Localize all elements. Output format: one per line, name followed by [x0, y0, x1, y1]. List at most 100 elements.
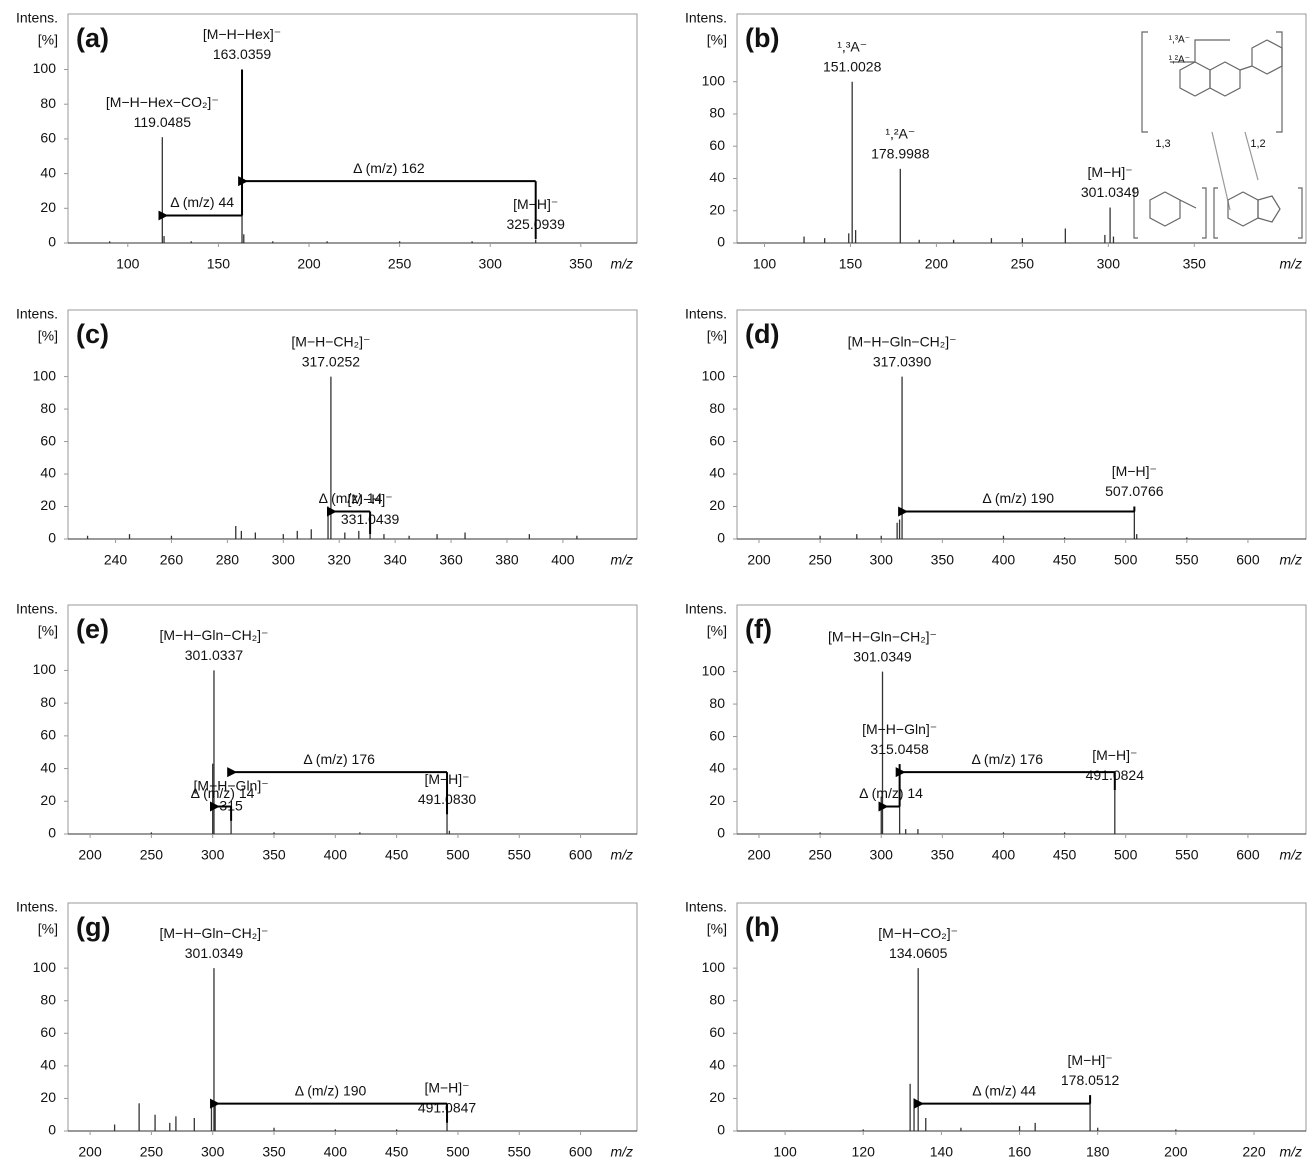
- x-axis-label: m/z: [610, 256, 633, 272]
- y-tick-label: 0: [48, 1122, 56, 1138]
- x-tick-label: 400: [992, 847, 1016, 863]
- loss-label: Δ (m/z) 162: [353, 160, 425, 176]
- x-tick-label: 450: [1053, 847, 1077, 863]
- y-axis-label: Intens.: [16, 306, 58, 322]
- x-tick-label: 250: [1011, 256, 1035, 272]
- panel-title: (h): [745, 912, 779, 942]
- x-tick-label: 260: [160, 552, 184, 568]
- x-tick-label: 350: [569, 256, 593, 272]
- x-tick-label: 450: [385, 847, 409, 863]
- x-tick-label: 200: [78, 1144, 102, 1160]
- y-tick-label: 60: [40, 130, 56, 146]
- inset-label: 1,2: [1250, 138, 1265, 150]
- x-tick-label: 550: [508, 847, 532, 863]
- y-tick-label: 40: [709, 465, 725, 481]
- y-tick-label: 0: [48, 234, 56, 250]
- x-tick-label: 360: [439, 552, 463, 568]
- y-axis-label: Intens.: [16, 899, 58, 915]
- loss-label: Δ (m/z) 44: [170, 194, 234, 210]
- x-axis-label: m/z: [610, 1144, 633, 1160]
- ion-label: [M−H]⁻: [1112, 463, 1157, 479]
- loss-label: Δ (m/z) 176: [971, 751, 1043, 767]
- y-axis-label: [%]: [38, 921, 58, 937]
- x-tick-label: 500: [1114, 552, 1138, 568]
- y-tick-label: 20: [709, 201, 725, 217]
- panel-title: (c): [76, 319, 109, 349]
- x-tick-label: 150: [839, 256, 863, 272]
- ion-label: [M−H−Gln−CH₂]⁻: [828, 628, 937, 644]
- loss-label: Δ (m/z) 14: [859, 785, 923, 801]
- ion-label: [M−H]⁻: [1068, 1052, 1113, 1068]
- y-tick-label: 0: [717, 1122, 725, 1138]
- x-tick-label: 550: [1175, 552, 1199, 568]
- x-tick-label: 600: [569, 1144, 593, 1160]
- y-tick-label: 100: [702, 662, 726, 678]
- x-tick-label: 320: [328, 552, 352, 568]
- panel-title: (e): [76, 614, 109, 644]
- y-tick-label: 80: [709, 991, 725, 1007]
- x-tick-label: 150: [207, 256, 231, 272]
- x-tick-label: 380: [495, 552, 519, 568]
- y-tick-label: 60: [709, 1024, 725, 1040]
- plot-frame: [736, 604, 1307, 835]
- loss-label: Δ (m/z) 14: [191, 785, 255, 801]
- x-axis-label: m/z: [610, 847, 633, 863]
- loss-label: Δ (m/z) 14: [319, 490, 383, 506]
- ion-label: [M−H−Gln]⁻: [194, 778, 269, 794]
- x-tick-label: 200: [297, 256, 321, 272]
- x-tick-label: 600: [1236, 552, 1260, 568]
- y-tick-label: 0: [717, 234, 725, 250]
- x-tick-label: 240: [104, 552, 128, 568]
- x-axis-label: m/z: [610, 552, 633, 568]
- x-tick-label: 340: [383, 552, 407, 568]
- mz-label: 317.0390: [873, 353, 932, 369]
- plot-frame: [67, 604, 638, 835]
- ion-label: ¹,²A⁻: [885, 126, 915, 142]
- x-tick-label: 200: [747, 552, 771, 568]
- mz-label: 301.0337: [185, 647, 244, 663]
- y-tick-label: 40: [709, 1057, 725, 1073]
- x-tick-label: 300: [1097, 256, 1121, 272]
- mz-label: 151.0028: [823, 58, 882, 74]
- y-tick-label: 40: [40, 759, 56, 775]
- x-tick-label: 350: [262, 1144, 286, 1160]
- x-tick-label: 100: [753, 256, 777, 272]
- loss-label: Δ (m/z) 176: [303, 751, 375, 767]
- y-tick-label: 0: [48, 530, 56, 546]
- y-tick-label: 80: [40, 694, 56, 710]
- y-tick-label: 20: [709, 1089, 725, 1105]
- x-tick-label: 350: [931, 847, 955, 863]
- x-tick-label: 350: [262, 847, 286, 863]
- x-tick-label: 200: [78, 847, 102, 863]
- panel-title: (a): [76, 23, 109, 53]
- x-tick-label: 350: [1183, 256, 1207, 272]
- ion-label: [M−H−Hex−CO₂]⁻: [106, 94, 219, 110]
- x-tick-label: 300: [201, 1144, 225, 1160]
- y-tick-label: 40: [40, 164, 56, 180]
- y-axis-label: Intens.: [16, 10, 58, 26]
- y-tick-label: 20: [40, 792, 56, 808]
- mz-label: 301.0349: [1081, 184, 1140, 200]
- mz-label: 163.0359: [213, 46, 272, 62]
- x-axis-label: m/z: [1279, 256, 1302, 272]
- mz-label: 507.0766: [1105, 483, 1164, 499]
- x-tick-label: 200: [747, 847, 771, 863]
- x-tick-label: 350: [931, 552, 955, 568]
- x-tick-label: 300: [272, 552, 296, 568]
- y-tick-label: 60: [40, 432, 56, 448]
- x-tick-label: 300: [479, 256, 503, 272]
- y-tick-label: 40: [709, 169, 725, 185]
- y-tick-label: 20: [709, 497, 725, 513]
- mz-label: 134.0605: [889, 945, 948, 961]
- x-tick-label: 400: [324, 1144, 348, 1160]
- x-tick-label: 550: [508, 1144, 532, 1160]
- y-axis-label: Intens.: [685, 601, 727, 617]
- mz-label: 119.0485: [134, 114, 192, 130]
- y-tick-label: 20: [40, 1089, 56, 1105]
- y-tick-label: 100: [33, 60, 57, 76]
- x-tick-label: 400: [551, 552, 575, 568]
- y-tick-label: 40: [709, 760, 725, 776]
- y-axis-label: Intens.: [16, 601, 58, 617]
- y-axis-label: [%]: [38, 32, 58, 48]
- mz-label: 315: [219, 798, 243, 814]
